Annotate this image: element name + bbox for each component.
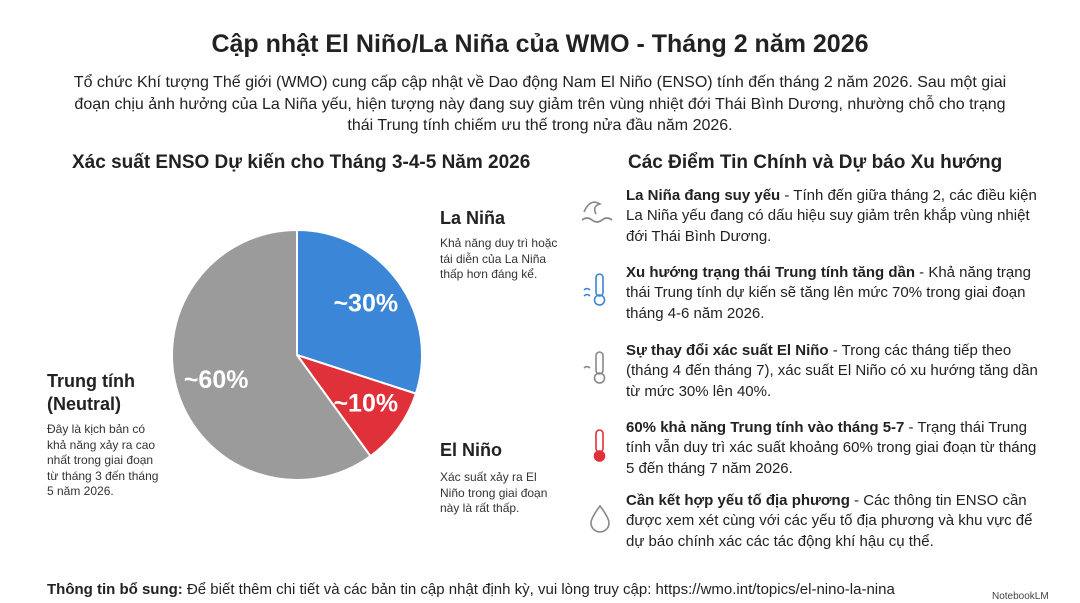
legend-label: El Niño <box>440 440 502 460</box>
key-point-text: - Tính đến giữa tháng 2, các điều kiện L… <box>626 187 1037 245</box>
section-title: Các Điểm Tin Chính và Dự báo Xu hướng <box>628 152 1003 173</box>
annotation: Xác suất xảy ra El Niño trong giai đoạn … <box>440 470 548 516</box>
annotation: Khả năng duy trì hoặc tái diễn của La Ni… <box>440 236 558 282</box>
key-point-heading: Xu hướng trạng thái Trung tính tăng dần <box>626 264 915 281</box>
value-label: ~30% <box>333 290 398 318</box>
thermometer-icon <box>583 273 606 306</box>
wave-icon <box>581 201 613 223</box>
title: Cập nhật El Niño/La Niña của WMO - Tháng… <box>211 30 869 58</box>
key-point: Cần kết hợp yếu tố địa phương - Các thôn… <box>626 491 1046 552</box>
pie-slice <box>171 228 372 481</box>
key-point-text: - Trạng thái Trung tính vẫn duy trì xác … <box>626 419 1037 477</box>
thermometer-icon <box>583 351 606 384</box>
chart-title: Xác suất ENSO Dự kiến cho Tháng 3-4-5 Nă… <box>72 152 531 173</box>
key-point: Sự thay đổi xác suất El Niño - Trong các… <box>626 341 1046 402</box>
footer-text: Để biết thêm chi tiết và các bản tin cập… <box>182 581 895 598</box>
key-point-heading: La Niña đang suy yếu <box>626 187 781 204</box>
key-point-heading: Cần kết hợp yếu tố địa phương <box>626 492 850 509</box>
footer: Thông tin bổ sung: Để biết thêm chi tiết… <box>47 581 895 598</box>
pie-slice <box>294 353 418 458</box>
brand: NotebookLM <box>992 591 1049 602</box>
key-point-heading: Sự thay đổi xác suất El Niño <box>626 342 829 359</box>
key-point-text: - Khả năng trạng thái Trung tính dự kiến… <box>626 264 1031 322</box>
icons <box>581 201 613 533</box>
annotation: Đây là kịch bản có khả năng xảy ra cao n… <box>47 422 159 499</box>
value-label: ~60% <box>184 366 249 394</box>
key-point: La Niña đang suy yếu - Tính đến giữa thá… <box>626 186 1046 247</box>
key-point-text: - Trong các tháng tiếp theo (tháng 4 đến… <box>626 342 1038 400</box>
intro: Tổ chức Khí tượng Thế giới (WMO) cung cấ… <box>73 74 1007 135</box>
key-point: Xu hướng trạng thái Trung tính tăng dần … <box>626 263 1046 324</box>
footer-label: Thông tin bổ sung: <box>47 581 183 598</box>
legend-label: La Niña <box>440 208 506 228</box>
value-label: ~10% <box>333 390 398 418</box>
drop-icon <box>590 504 610 533</box>
pie-slice <box>296 228 423 395</box>
thermometer-icon <box>593 429 606 462</box>
key-point-heading: 60% khả năng Trung tính vào tháng 5-7 <box>626 419 905 436</box>
key-point: 60% khả năng Trung tính vào tháng 5-7 - … <box>626 418 1046 479</box>
key-point-text: - Các thông tin ENSO cần được xem xét cù… <box>626 492 1033 550</box>
legend-label: Trung tính (Neutral) <box>47 371 135 415</box>
